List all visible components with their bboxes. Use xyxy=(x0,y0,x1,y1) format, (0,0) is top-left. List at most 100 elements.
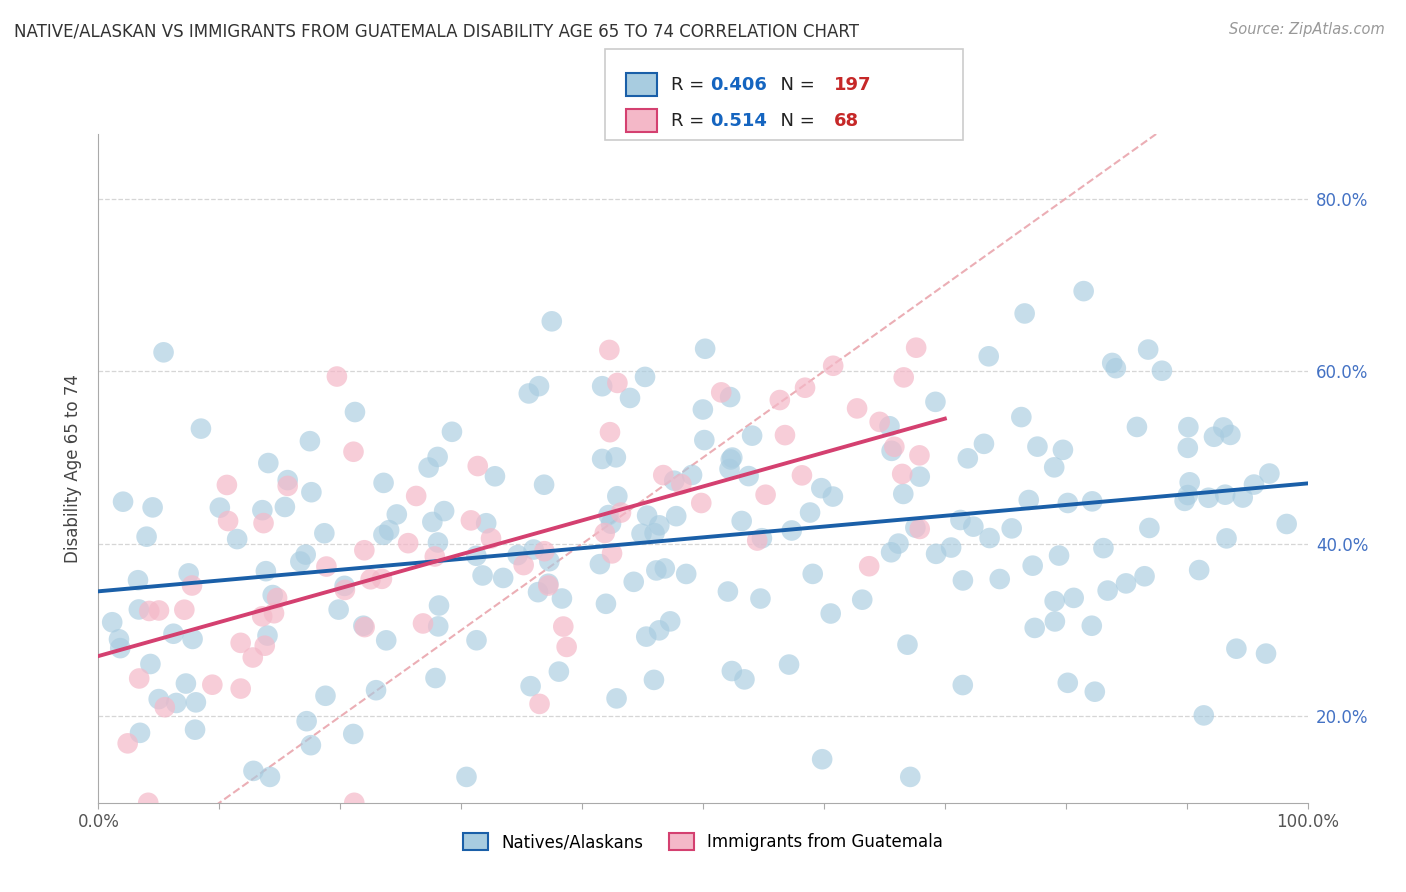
Text: R =: R = xyxy=(671,112,710,130)
Point xyxy=(110,641,132,656)
Point xyxy=(720,452,742,467)
Point xyxy=(1056,675,1078,690)
Point xyxy=(173,603,195,617)
Point xyxy=(190,422,212,436)
Point xyxy=(1177,441,1199,455)
Point xyxy=(693,433,716,447)
Point xyxy=(939,541,962,555)
Point xyxy=(1081,619,1104,633)
Point xyxy=(665,509,688,524)
Point xyxy=(484,469,506,483)
Point xyxy=(887,536,910,550)
Point xyxy=(533,477,555,491)
Point xyxy=(342,444,364,458)
Point xyxy=(692,402,714,417)
Point xyxy=(630,526,652,541)
Point xyxy=(492,571,515,585)
Point xyxy=(905,341,928,355)
Point xyxy=(1225,641,1247,656)
Point xyxy=(606,691,628,706)
Point xyxy=(538,554,561,568)
Point xyxy=(598,508,620,522)
Point xyxy=(606,489,628,503)
Point xyxy=(949,513,972,527)
Point xyxy=(512,558,534,572)
Point xyxy=(643,673,665,687)
Point xyxy=(675,566,697,581)
Point xyxy=(1177,420,1199,434)
Point xyxy=(731,514,754,528)
Point xyxy=(925,547,948,561)
Point xyxy=(425,671,447,685)
Point xyxy=(737,469,759,483)
Point xyxy=(1126,420,1149,434)
Point xyxy=(136,796,159,810)
Point xyxy=(820,607,842,621)
Point xyxy=(773,428,796,442)
Point xyxy=(610,506,633,520)
Point xyxy=(1014,306,1036,320)
Point xyxy=(851,592,873,607)
Point xyxy=(174,676,197,690)
Point xyxy=(671,477,693,491)
Point xyxy=(1198,491,1220,505)
Legend: Natives/Alaskans, Immigrants from Guatemala: Natives/Alaskans, Immigrants from Guatem… xyxy=(457,827,949,858)
Point xyxy=(259,770,281,784)
Point xyxy=(465,549,488,563)
Point xyxy=(112,494,135,508)
Point xyxy=(1056,496,1078,510)
Point xyxy=(506,548,529,562)
Point xyxy=(1177,488,1199,502)
Point xyxy=(181,632,204,646)
Point xyxy=(527,379,550,393)
Point xyxy=(426,535,449,549)
Point xyxy=(681,467,703,482)
Point xyxy=(1047,549,1070,563)
Point xyxy=(353,620,375,634)
Point xyxy=(778,657,800,672)
Point xyxy=(891,487,914,501)
Point xyxy=(1192,708,1215,723)
Point xyxy=(801,566,824,581)
Point xyxy=(152,345,174,359)
Point xyxy=(353,543,375,558)
Point xyxy=(747,533,769,548)
Point xyxy=(315,559,337,574)
Point xyxy=(555,640,578,654)
Point xyxy=(1010,410,1032,425)
Point xyxy=(229,681,252,696)
Point xyxy=(226,532,249,546)
Point xyxy=(215,478,238,492)
Point xyxy=(623,574,645,589)
Point xyxy=(600,546,623,560)
Point xyxy=(371,572,394,586)
Point xyxy=(427,619,450,633)
Point xyxy=(952,678,974,692)
Point xyxy=(591,452,613,467)
Point xyxy=(326,369,349,384)
Point xyxy=(373,475,395,490)
Point xyxy=(422,515,444,529)
Text: 0.406: 0.406 xyxy=(710,76,766,94)
Point xyxy=(537,576,560,591)
Point xyxy=(254,564,277,578)
Point xyxy=(794,381,817,395)
Point xyxy=(1073,284,1095,298)
Point xyxy=(129,726,152,740)
Point xyxy=(908,469,931,483)
Point xyxy=(253,639,276,653)
Point xyxy=(165,696,187,710)
Point xyxy=(162,626,184,640)
Point xyxy=(977,349,1000,363)
Point xyxy=(290,555,312,569)
Point xyxy=(547,665,569,679)
Point xyxy=(1105,361,1128,376)
Point xyxy=(988,572,1011,586)
Point xyxy=(184,695,207,709)
Point xyxy=(364,683,387,698)
Point xyxy=(869,415,891,429)
Point xyxy=(896,638,918,652)
Y-axis label: Disability Age 65 to 74: Disability Age 65 to 74 xyxy=(65,374,83,563)
Point xyxy=(405,489,427,503)
Point xyxy=(718,390,741,404)
